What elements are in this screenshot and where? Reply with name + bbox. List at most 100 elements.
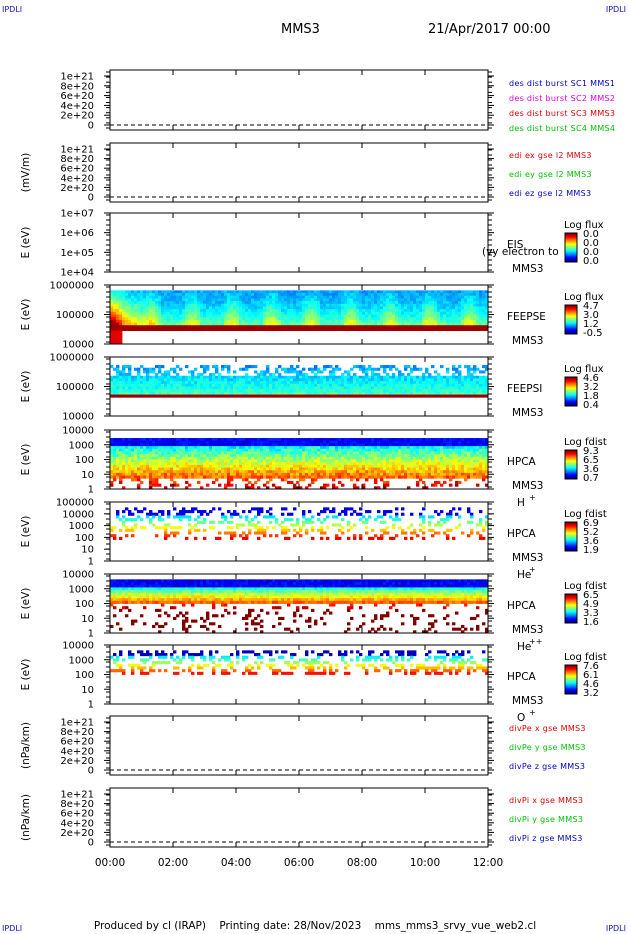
spectrogram-cell — [275, 451, 279, 455]
spectrogram-cell — [179, 378, 183, 382]
spectrogram-cell — [188, 394, 192, 398]
spectrogram-cell — [353, 365, 357, 369]
spectrogram-cell — [302, 309, 306, 313]
spectrogram-cell — [413, 365, 417, 369]
spectrogram-cell — [215, 306, 219, 310]
colorbar-tick-label: 1.2 — [583, 319, 599, 330]
spectrogram-cell — [452, 327, 456, 331]
spectrogram-cell — [377, 298, 381, 302]
spectrogram-cell — [359, 386, 363, 390]
spectrogram-cell — [119, 456, 123, 460]
spectrogram-cell — [269, 319, 273, 323]
spectrogram-cell — [437, 309, 441, 313]
spectrogram-cell — [446, 325, 450, 329]
spectrogram-cell — [281, 325, 285, 329]
spectrogram-cell — [398, 306, 402, 310]
spectrogram-cell — [353, 375, 357, 379]
spectrogram-cell — [188, 306, 192, 310]
spectrogram-cell — [305, 306, 309, 310]
spectrogram-cell — [425, 381, 429, 385]
spectrogram-cell — [167, 389, 171, 393]
spectrogram-cell — [344, 319, 348, 323]
spectrogram-cell — [125, 456, 129, 460]
spectrogram-cell — [224, 440, 228, 444]
spectrogram-cell — [119, 319, 123, 323]
spectrogram-cell — [410, 290, 414, 294]
spectrogram-cell — [482, 298, 486, 302]
spectrogram-cell — [260, 327, 264, 331]
spectrogram-cell — [425, 306, 429, 310]
spectrogram-cell — [176, 325, 180, 329]
spectrogram-cell — [221, 309, 225, 313]
spectrogram-cell — [374, 386, 378, 390]
spectrogram-cell — [203, 322, 207, 326]
spectrogram-cell — [125, 438, 129, 442]
spectrogram-cell — [161, 389, 165, 393]
spectrogram-cell — [188, 303, 192, 307]
spectrogram-cell — [134, 383, 138, 387]
spectrogram-cell — [203, 301, 207, 305]
spectrogram-cell — [338, 386, 342, 390]
spectrogram-cell — [329, 327, 333, 331]
spectrogram-cell — [356, 311, 360, 315]
spectrogram-cell — [245, 290, 249, 294]
spectrogram-cell — [113, 459, 117, 463]
spectrogram-cell — [149, 370, 153, 374]
spectrogram-cell — [161, 381, 165, 385]
spectrogram-cell — [338, 301, 342, 305]
spectrogram-cell — [218, 298, 222, 302]
spectrogram-cell — [413, 311, 417, 315]
spectrogram-cell — [233, 443, 237, 447]
spectrogram-cell — [392, 322, 396, 326]
spectrogram-cell — [446, 319, 450, 323]
spectrogram-cell — [293, 327, 297, 331]
spectrogram-cell — [242, 381, 246, 385]
spectrogram-cell — [344, 443, 348, 447]
spectrogram-cell — [317, 464, 321, 468]
spectrogram-cell — [359, 319, 363, 323]
spectrogram-cell — [356, 293, 360, 297]
spectrogram-cell — [152, 367, 156, 371]
spectrogram-cell — [296, 365, 300, 369]
spectrogram-cell — [452, 293, 456, 297]
spectrogram-cell — [422, 381, 426, 385]
spectrogram-cell — [173, 470, 177, 474]
spectrogram-cell — [362, 378, 366, 382]
spectrogram-cell — [218, 381, 222, 385]
spectrogram-cell — [161, 448, 165, 452]
spectrogram-cell — [308, 467, 312, 471]
spectrogram-cell — [272, 386, 276, 390]
spectrogram-cell — [224, 303, 228, 307]
spectrogram-cell — [143, 389, 147, 393]
spectrogram-cell — [401, 309, 405, 313]
spectrogram-cell — [182, 464, 186, 468]
spectrogram-cell — [206, 448, 210, 452]
spectrogram-cell — [293, 314, 297, 318]
spectrogram-cell — [200, 386, 204, 390]
spectrogram-cell — [146, 319, 150, 323]
spectrogram-cell — [134, 322, 138, 326]
overlay-text: (vy electron to — [482, 246, 559, 258]
spectrogram-cell — [353, 295, 357, 299]
spectrogram-cell — [248, 454, 252, 458]
spectrogram-cell — [350, 325, 354, 329]
spectrogram-cell — [116, 314, 120, 318]
spectrogram-cell — [365, 322, 369, 326]
spectrogram-cell — [359, 472, 363, 476]
spectrogram-cell — [260, 459, 264, 463]
spectrogram-cell — [125, 454, 129, 458]
spectrogram-cell — [470, 319, 474, 323]
spectrogram-cell — [398, 293, 402, 297]
spectrogram-cell — [374, 325, 378, 329]
spectrogram-cell — [209, 438, 213, 442]
spectrogram-cell — [416, 293, 420, 297]
spectrogram-cell — [428, 317, 432, 321]
spectrogram-cell — [470, 386, 474, 390]
spectrogram-cell — [353, 456, 357, 460]
spectrogram-cell — [275, 309, 279, 313]
spectrogram-cell — [389, 391, 393, 395]
spectrogram-cell — [338, 381, 342, 385]
spectrogram-cell — [416, 314, 420, 318]
spectrogram-cell — [155, 314, 159, 318]
spectrogram-cell — [419, 306, 423, 310]
